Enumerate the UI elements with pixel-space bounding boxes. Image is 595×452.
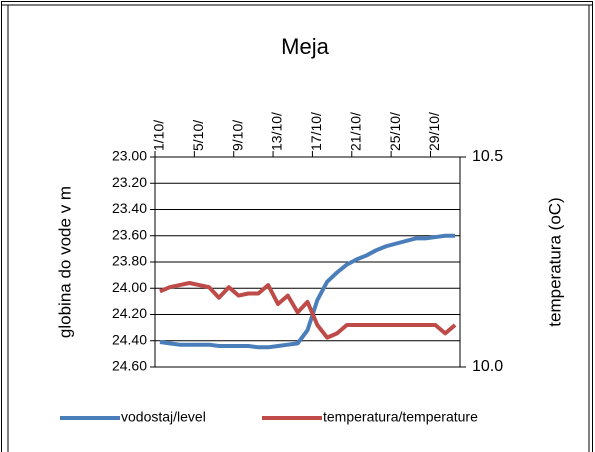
legend-label: temperatura/temperature — [323, 409, 478, 425]
legend-label: vodostaj/level — [121, 409, 206, 425]
y-axis-title: globina do vode v m — [55, 186, 74, 338]
y-tick-label: 24.60 — [112, 358, 147, 374]
x-tick-label: 5/10/ — [190, 120, 206, 151]
y-tick-label: 23.60 — [112, 226, 147, 242]
x-tick-label: 1/10/ — [151, 120, 167, 151]
x-tick-label: 29/10/ — [426, 112, 442, 151]
y-tick-label: 23.00 — [112, 148, 147, 164]
x-tick-label: 13/10/ — [269, 112, 285, 151]
y2-tick-label: 10.0 — [472, 358, 503, 375]
y-tick-label: 24.00 — [112, 279, 147, 295]
chart-title: Meja — [281, 34, 329, 59]
series-line — [159, 233, 456, 350]
y-tick-label: 24.40 — [112, 331, 147, 347]
x-tick-label: 25/10/ — [387, 112, 403, 151]
x-tick-label: 17/10/ — [308, 112, 324, 151]
x-tick-label: 21/10/ — [347, 112, 363, 151]
series-line — [159, 281, 457, 340]
y-tick-label: 24.20 — [112, 305, 147, 321]
y-tick-label: 23.20 — [112, 174, 147, 190]
y-tick-label: 23.80 — [112, 253, 147, 269]
y2-tick-label: 10.5 — [472, 148, 503, 165]
x-tick-label: 9/10/ — [229, 120, 245, 151]
y2-axis-title: temperatura (oC) — [545, 197, 564, 326]
y-tick-label: 23.40 — [112, 200, 147, 216]
